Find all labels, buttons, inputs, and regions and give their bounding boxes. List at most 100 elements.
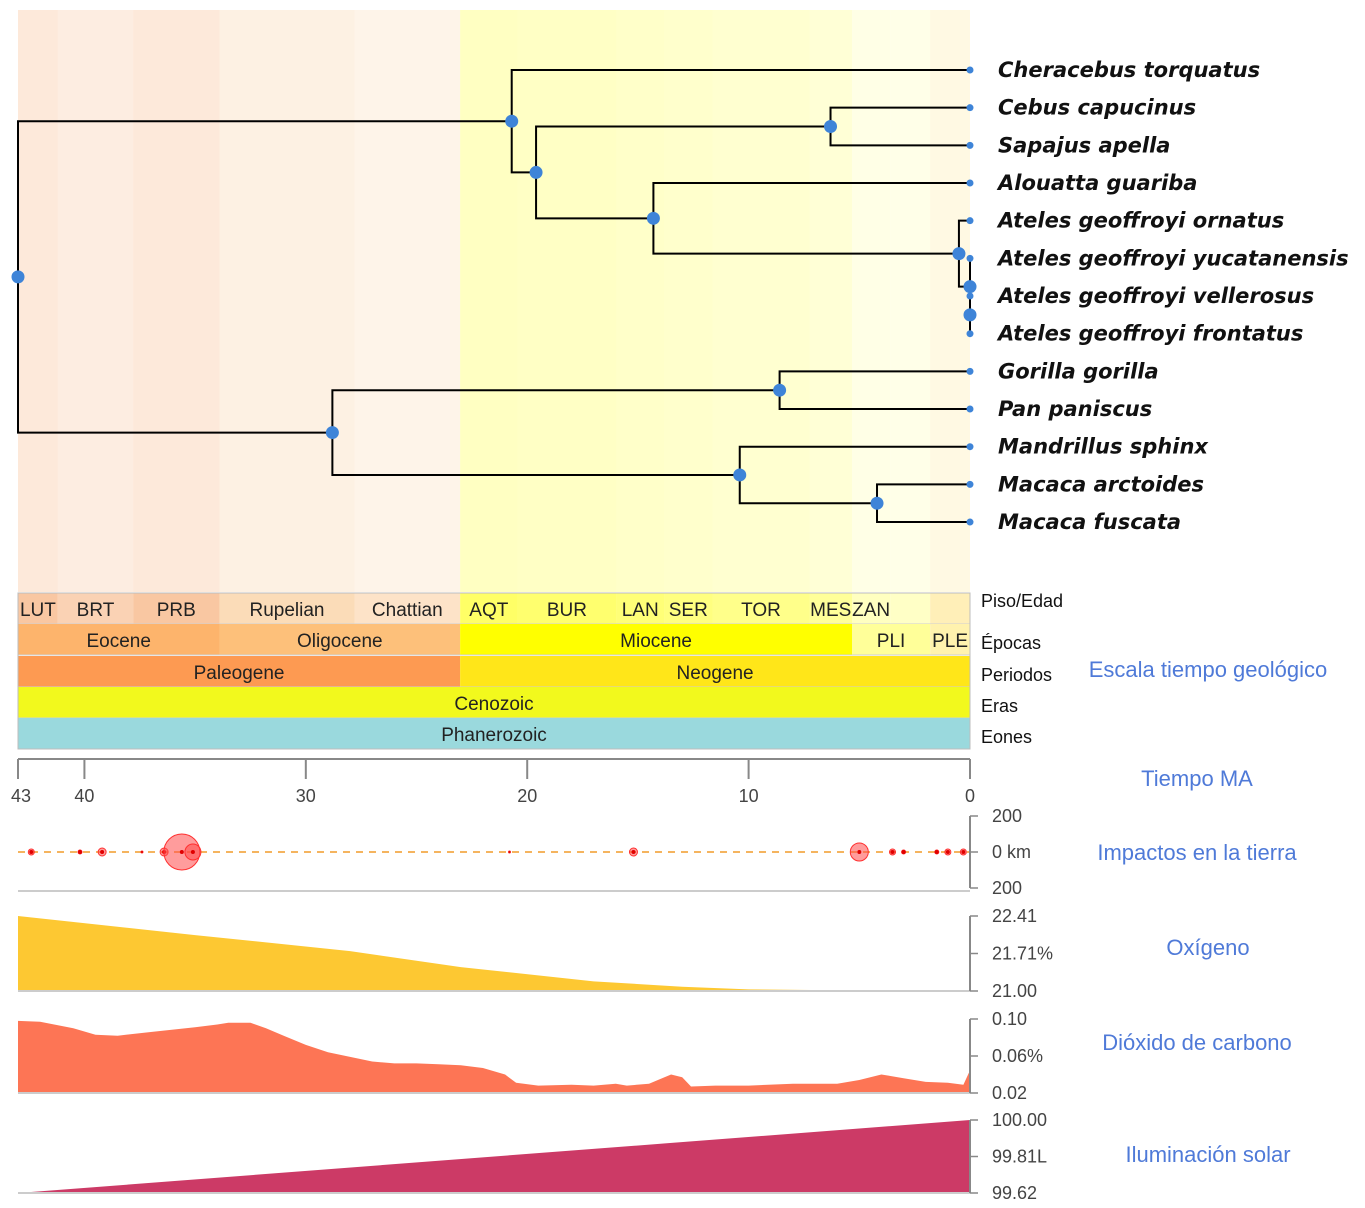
internal-node[interactable] <box>505 114 519 128</box>
leaf-node[interactable] <box>966 292 974 300</box>
solar-area <box>18 1120 970 1193</box>
track-axis-label: 21.71% <box>992 944 1053 964</box>
timescale-band[interactable] <box>18 656 461 687</box>
timescale-band[interactable] <box>354 593 461 624</box>
taxon-label[interactable]: Cheracebus torquatus <box>998 58 1260 82</box>
taxon-label[interactable]: Ateles geoffroyi yucatanensis <box>996 246 1349 270</box>
internal-node[interactable] <box>963 280 977 294</box>
taxon-label[interactable]: Macaca fuscata <box>998 510 1181 534</box>
timescale-band[interactable] <box>460 656 970 687</box>
impact-marker-core <box>508 851 511 853</box>
timescale-band[interactable] <box>18 718 970 749</box>
leaf-node[interactable] <box>966 141 974 149</box>
internal-node[interactable] <box>773 383 787 397</box>
timescale-band[interactable] <box>930 624 970 655</box>
timescale-band-label: Rupelian <box>249 600 324 621</box>
internal-node[interactable] <box>963 308 977 322</box>
leaf-node[interactable] <box>966 367 974 375</box>
impact-marker-core <box>140 851 143 853</box>
timescale-band[interactable] <box>930 593 970 624</box>
timescale-band[interactable] <box>18 624 220 655</box>
tree-branch <box>738 445 970 475</box>
timescale-band[interactable] <box>664 593 713 624</box>
internal-node[interactable] <box>870 496 884 510</box>
internal-node[interactable] <box>529 165 543 179</box>
timescale-band-label: LUT <box>20 600 56 621</box>
impact-marker-core <box>857 850 862 854</box>
timescale-band[interactable] <box>851 624 931 655</box>
taxon-label[interactable]: Cebus capucinus <box>998 96 1196 120</box>
timescale-band[interactable] <box>851 593 891 624</box>
leaf-node[interactable] <box>966 480 974 488</box>
timescale-band[interactable] <box>517 593 617 624</box>
oxygen-track: 22.41 21.71% 21.00 <box>18 906 1053 1001</box>
tree-branch <box>535 172 654 220</box>
timescale-band-label: Oligocene <box>297 631 383 652</box>
leaf-node[interactable] <box>966 518 974 526</box>
time-axis-tick-label: 40 <box>74 786 94 806</box>
taxon-label[interactable]: Mandrillus sphinx <box>998 435 1209 459</box>
leaf-node[interactable] <box>966 330 974 338</box>
leaf-node[interactable] <box>966 443 974 451</box>
timescale-band[interactable] <box>219 593 355 624</box>
internal-node[interactable] <box>824 120 838 134</box>
co2-area <box>18 1020 970 1093</box>
timescale-band[interactable] <box>57 593 134 624</box>
timescale-band[interactable] <box>712 593 810 624</box>
impacts-label: Impactos en la tierra <box>1097 840 1297 865</box>
leaf-node[interactable] <box>966 405 974 413</box>
tree-branch <box>17 120 512 277</box>
internal-node[interactable] <box>325 426 339 440</box>
timescale-band[interactable] <box>460 624 852 655</box>
internal-node[interactable] <box>733 468 747 482</box>
leaf-node[interactable] <box>966 217 974 225</box>
timescale-row: Cenozoic Eras <box>18 687 1018 719</box>
track-axis-label: 0.06% <box>992 1046 1043 1066</box>
leaf-node[interactable] <box>966 66 974 74</box>
internal-node[interactable] <box>646 211 660 225</box>
time-axis-tick-label: 10 <box>739 786 759 806</box>
tree-branch <box>331 389 780 433</box>
time-axis-tick-label: 20 <box>517 786 537 806</box>
internal-node[interactable] <box>11 270 25 284</box>
timescale-row-label: Eras <box>981 696 1018 716</box>
leaf-node[interactable] <box>966 254 974 262</box>
taxon-label[interactable]: Alouatta guariba <box>996 171 1197 195</box>
timescale-band-label: Neogene <box>677 663 754 684</box>
timescale-band-label: Miocene <box>620 631 692 652</box>
taxon-label[interactable]: Sapajus apella <box>998 133 1170 157</box>
timescale-band[interactable] <box>18 687 970 718</box>
timescale-band[interactable] <box>890 593 931 624</box>
timescale-band[interactable] <box>809 593 852 624</box>
taxon-label[interactable]: Ateles geoffroyi frontatus <box>996 322 1303 346</box>
timescale-band[interactable] <box>616 593 665 624</box>
timescale-band[interactable] <box>219 624 461 655</box>
solar-label: Iluminación solar <box>1125 1142 1290 1167</box>
taxon-label[interactable]: Pan paniscus <box>998 397 1152 421</box>
taxon-label[interactable]: Macaca arctoides <box>998 472 1204 496</box>
track-axis-label: 0 km <box>992 842 1031 862</box>
internal-node[interactable] <box>952 247 966 261</box>
impact-marker-core <box>179 850 184 854</box>
timescale-band-label: BRT <box>77 600 115 621</box>
leaf-node[interactable] <box>966 179 974 187</box>
taxon-label[interactable]: Ateles geoffroyi vellerosus <box>996 284 1314 308</box>
tree-branch <box>510 121 537 174</box>
tree-edges <box>17 69 971 524</box>
timescale-band-label: AQT <box>469 600 508 621</box>
timescale-band-label: Chattian <box>372 600 443 621</box>
track-axis-label: 22.41 <box>992 906 1037 926</box>
timescale-row-label: Épocas <box>981 633 1041 653</box>
impact-marker-core <box>631 850 636 854</box>
impact-marker-core <box>961 850 966 854</box>
timescale-band[interactable] <box>460 593 518 624</box>
timescale-band[interactable] <box>18 593 58 624</box>
tree-branch <box>331 432 740 476</box>
time-axis: 43 40 30 20 10 0 <box>11 758 975 806</box>
taxon-label[interactable]: Gorilla gorilla <box>998 359 1159 383</box>
timescale-band-label: Eocene <box>87 631 151 652</box>
taxon-label[interactable]: Ateles geoffroyi ornatus <box>996 209 1284 233</box>
leaf-node[interactable] <box>966 104 974 112</box>
impact-marker-core <box>29 850 34 854</box>
timescale-band[interactable] <box>133 593 220 624</box>
